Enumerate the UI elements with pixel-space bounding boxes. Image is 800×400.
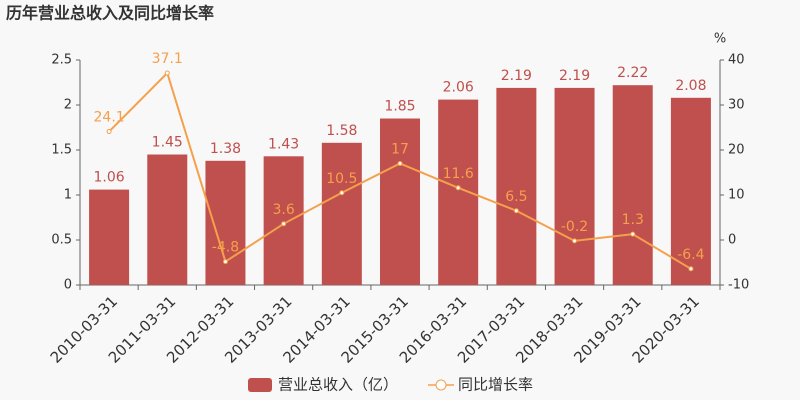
bar-value-label: 1.06: [94, 170, 125, 186]
line-point: [455, 185, 461, 191]
bar: [554, 87, 595, 286]
bar-value-label: 1.38: [210, 141, 241, 157]
line-value-label: 17: [391, 142, 409, 158]
line-value-label: 11.6: [443, 166, 474, 182]
line-point: [281, 221, 287, 227]
y2-axis-label: %: [714, 32, 726, 47]
y2-tick-label: 10: [728, 188, 745, 203]
y2-tick-label: 30: [728, 98, 745, 113]
bar-value-label: 1.45: [152, 135, 183, 151]
line-point: [164, 70, 170, 76]
line-value-label: 10.5: [326, 171, 357, 187]
y-tick-label: 0.5: [51, 233, 72, 248]
line-value-label: 24.1: [94, 110, 125, 126]
bar-value-label: 1.85: [384, 99, 415, 115]
y-tick-label: 0: [64, 278, 72, 293]
bar: [670, 97, 711, 285]
bar-value-label: 2.19: [501, 68, 532, 84]
legend-label: 营业总收入（亿）: [278, 376, 398, 394]
bar-value-label: 2.19: [559, 68, 590, 84]
y-tick-label: 2: [64, 98, 72, 113]
line-point: [339, 190, 345, 196]
bar: [263, 156, 304, 285]
line-value-label: 6.5: [505, 189, 527, 205]
legend-label: 同比增长率: [458, 376, 533, 394]
bar: [380, 118, 420, 285]
y-tick-label: 2.5: [51, 53, 72, 68]
bar-value-label: 1.43: [268, 136, 299, 152]
y2-tick-label: -10: [728, 278, 749, 293]
y2-tick-label: 0: [728, 233, 736, 248]
line-point: [688, 266, 694, 272]
y-tick-label: 1: [64, 188, 72, 203]
bar: [147, 154, 188, 285]
bar: [321, 142, 362, 285]
bar: [89, 189, 130, 285]
bar: [496, 87, 537, 286]
bar: [612, 85, 653, 285]
line-value-label: -0.2: [561, 219, 588, 235]
line-value-label: 1.3: [622, 212, 644, 228]
y2-tick-label: 40: [728, 53, 745, 68]
line-value-label: 37.1: [152, 51, 183, 67]
chart-title: 历年营业总收入及同比增长率: [6, 4, 214, 23]
line-point: [630, 231, 636, 237]
bar-value-label: 2.06: [443, 80, 474, 96]
bar-value-label: 2.08: [675, 78, 706, 94]
line-value-label: -4.8: [212, 240, 239, 256]
bar: [205, 160, 246, 285]
bar-value-label: 1.58: [326, 123, 357, 139]
y2-tick-label: 20: [728, 143, 745, 158]
y-tick-label: 1.5: [51, 143, 72, 158]
line-value-label: 3.6: [273, 202, 295, 218]
line-point: [106, 129, 112, 135]
line-value-label: -6.4: [677, 247, 704, 263]
line-point: [513, 208, 519, 214]
line-point: [572, 238, 578, 244]
bar-value-label: 2.22: [617, 65, 648, 81]
line-point: [222, 259, 228, 265]
legend-swatch: [435, 379, 447, 391]
legend-swatch: [248, 378, 272, 392]
line-point: [397, 161, 403, 166]
